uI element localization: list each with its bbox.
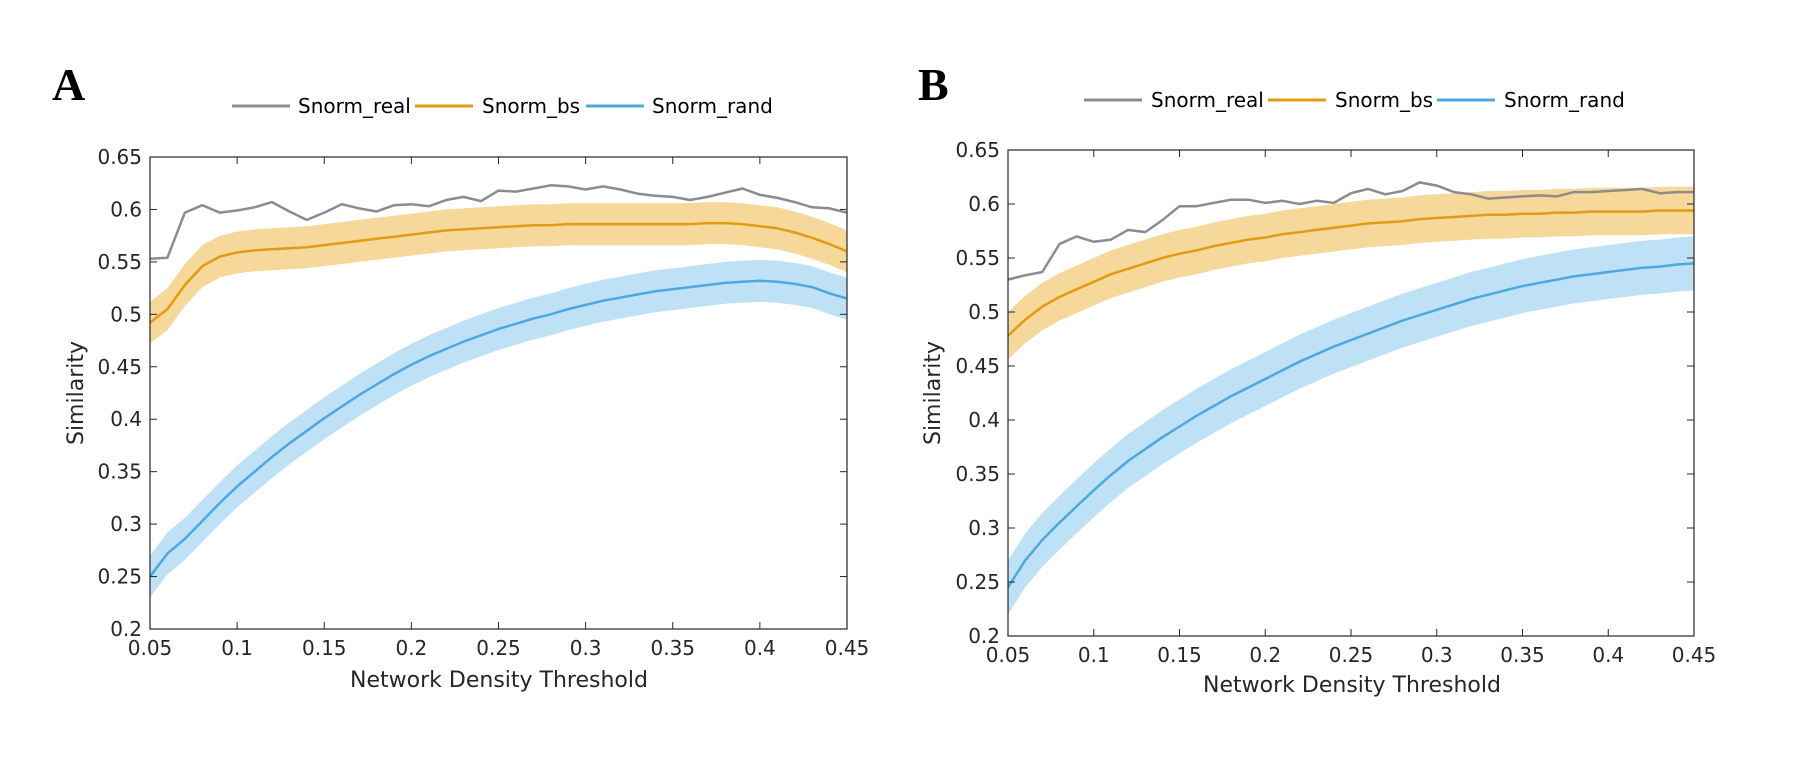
legend-label-real: Snorm_real — [298, 94, 411, 118]
x-tick-label: 0.25 — [476, 636, 521, 660]
panel-b-legend: Snorm_real Snorm_bs Snorm_rand — [1084, 88, 1625, 112]
x-tick-label: 0.3 — [1421, 643, 1453, 667]
series-line-real — [1008, 181, 1694, 281]
panel-a-x-axis-label: Network Density Threshold — [350, 668, 648, 693]
panel-b: B Snorm_real Snorm_bs Snorm_rand Network… — [918, 59, 1716, 698]
panel-a-letter: A — [52, 59, 85, 110]
series-line-bs — [1008, 209, 1694, 337]
x-tick-label: 0.35 — [650, 636, 695, 660]
x-tick-label: 0.15 — [302, 636, 347, 660]
y-tick-label: 0.25 — [955, 570, 1000, 594]
x-tick-label: 0.45 — [825, 636, 870, 660]
y-tick-label: 0.65 — [97, 145, 142, 169]
panel-a-legend: Snorm_real Snorm_bs Snorm_rand — [232, 94, 773, 118]
series-line-real — [150, 184, 847, 260]
x-tick-label: 0.05 — [986, 643, 1031, 667]
x-tick-label: 0.4 — [1592, 643, 1624, 667]
plot-area — [150, 184, 847, 598]
y-tick-label: 0.65 — [955, 138, 1000, 162]
panel-a-y-axis-label: Similarity — [64, 341, 89, 445]
series-line-bs — [150, 221, 847, 324]
band-rand — [1008, 236, 1694, 615]
y-tick-label: 0.5 — [968, 300, 1000, 324]
y-tick-label: 0.35 — [955, 462, 1000, 486]
series-line-rand — [150, 279, 847, 578]
y-tick-label: 0.2 — [110, 617, 142, 641]
panel-b-x-axis-label: Network Density Threshold — [1203, 673, 1501, 698]
band-bs — [150, 202, 847, 344]
x-tick-label: 0.15 — [1157, 643, 1202, 667]
legend-label-rand: Snorm_rand — [1504, 88, 1625, 112]
legend-label-real: Snorm_real — [1151, 88, 1264, 112]
y-tick-label: 0.4 — [110, 407, 142, 431]
y-tick-label: 0.55 — [955, 246, 1000, 270]
plot-area — [1008, 181, 1694, 615]
x-tick-label: 0.4 — [744, 636, 776, 660]
band-bs — [1008, 186, 1694, 360]
y-tick-label: 0.6 — [110, 197, 142, 221]
x-tick-label: 0.2 — [1249, 643, 1281, 667]
panel-b-letter: B — [918, 59, 949, 110]
panel-b-y-axis-label: Similarity — [921, 341, 946, 445]
panel-a: A Snorm_real Snorm_bs Snorm_rand Network… — [52, 59, 869, 693]
x-tick-label: 0.35 — [1500, 643, 1545, 667]
y-tick-label: 0.5 — [110, 302, 142, 326]
legend-label-bs: Snorm_bs — [1335, 88, 1433, 112]
x-tick-label: 0.2 — [395, 636, 427, 660]
x-tick-label: 0.25 — [1329, 643, 1374, 667]
legend-label-bs: Snorm_bs — [482, 94, 580, 118]
y-tick-label: 0.45 — [955, 354, 1000, 378]
x-tick-label: 0.1 — [1078, 643, 1110, 667]
series-line-rand — [1008, 262, 1694, 589]
band-rand — [150, 259, 847, 598]
y-tick-label: 0.4 — [968, 408, 1000, 432]
y-tick-label: 0.3 — [968, 516, 1000, 540]
y-tick-label: 0.3 — [110, 512, 142, 536]
y-tick-label: 0.55 — [97, 250, 142, 274]
x-tick-label: 0.3 — [570, 636, 602, 660]
y-tick-label: 0.2 — [968, 624, 1000, 648]
legend-label-rand: Snorm_rand — [652, 94, 773, 118]
y-tick-label: 0.6 — [968, 192, 1000, 216]
x-tick-label: 0.45 — [1672, 643, 1717, 667]
y-tick-label: 0.25 — [97, 565, 142, 589]
x-tick-label: 0.05 — [128, 636, 173, 660]
y-tick-label: 0.35 — [97, 460, 142, 484]
y-tick-label: 0.45 — [97, 355, 142, 379]
x-tick-label: 0.1 — [221, 636, 253, 660]
